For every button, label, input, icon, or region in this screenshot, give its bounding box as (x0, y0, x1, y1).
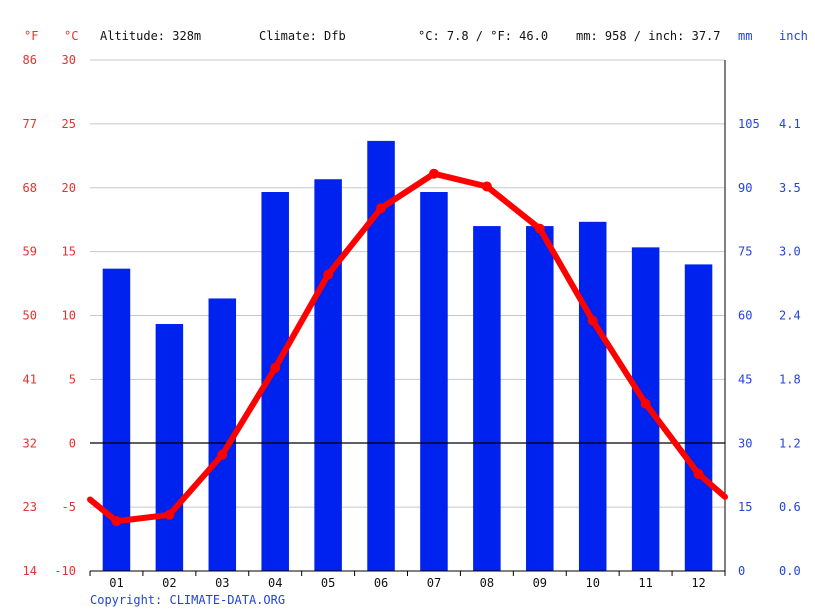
mm-tick-label: 15 (738, 500, 752, 514)
inch-tick-label: 4.1 (779, 117, 801, 131)
mm-tick-label: 60 (738, 309, 752, 323)
x-tick-label: 12 (691, 576, 705, 590)
x-tick-label: 04 (268, 576, 282, 590)
temperature-point (111, 516, 122, 527)
x-tick-label: 11 (638, 576, 652, 590)
header: °F °C Altitude: 328m Climate: Dfb °C: 7.… (24, 29, 808, 43)
average-temperature-label: °C: 7.8 / °F: 46.0 (418, 29, 548, 43)
precipitation-bar (684, 264, 713, 571)
fahrenheit-tick-label: 50 (23, 309, 37, 323)
mm-tick-label: 75 (738, 245, 752, 259)
axis-labels: 01 02 03 04 05 06 07 08 09 10 11 123086257720681559… (23, 53, 801, 590)
copyright-link[interactable]: Copyright: CLIMATE-DATA.ORG (90, 593, 285, 607)
fahrenheit-tick-label: 23 (23, 500, 37, 514)
inch-tick-label: 1.2 (779, 436, 801, 450)
celsius-tick-label: 20 (62, 181, 76, 195)
grid-lines (90, 59, 725, 508)
celsius-tick-label: 30 (62, 53, 76, 67)
x-tick-label: 07 (427, 576, 441, 590)
fahrenheit-tick-label: 86 (23, 53, 37, 67)
inch-tick-label: 3.0 (779, 245, 801, 259)
x-tick-label: 02 (162, 576, 176, 590)
inch-tick-label: 1.8 (779, 372, 801, 386)
fahrenheit-tick-label: 77 (23, 117, 37, 131)
temperature-point (534, 223, 545, 234)
celsius-tick-label: 0 (69, 436, 76, 450)
mm-tick-label: 105 (738, 117, 760, 131)
precipitation-total-label: mm: 958 / inch: 37.7 (576, 29, 721, 43)
temperature-point (217, 449, 228, 460)
climate-label: Climate: Dfb (259, 29, 346, 43)
precipitation-bar (420, 192, 448, 571)
precipitation-bar (314, 179, 342, 571)
celsius-tick-label: 25 (62, 117, 76, 131)
precipitation-bar (578, 221, 607, 572)
celsius-tick-label: -5 (62, 500, 76, 514)
fahrenheit-tick-label: 59 (23, 245, 37, 259)
precipitation-bar (526, 226, 554, 571)
altitude-label: Altitude: 328m (100, 29, 201, 43)
inch-tick-label: 0.0 (779, 564, 801, 578)
x-tick-label: 09 (533, 576, 547, 590)
temperature-point (693, 468, 704, 479)
fahrenheit-unit-label: °F (24, 29, 38, 43)
mm-tick-label: 30 (738, 436, 752, 450)
x-tick-label: 05 (321, 576, 335, 590)
celsius-tick-label: 10 (62, 309, 76, 323)
celsius-tick-label: -10 (54, 564, 76, 578)
mm-unit-label: mm (738, 29, 752, 43)
temperature-point (376, 203, 387, 214)
celsius-tick-label: 15 (62, 245, 76, 259)
precipitation-bar (473, 226, 501, 571)
inch-tick-label: 0.6 (779, 500, 801, 514)
inch-unit-label: inch (779, 29, 808, 43)
x-tick-label: 08 (480, 576, 494, 590)
fahrenheit-tick-label: 32 (23, 436, 37, 450)
x-tick-label: 06 (374, 576, 388, 590)
temperature-point (587, 315, 598, 326)
temperature-point (640, 398, 651, 409)
inch-tick-label: 2.4 (779, 309, 801, 323)
x-tick-label: 10 (585, 576, 599, 590)
celsius-tick-label: 5 (69, 372, 76, 386)
temperature-point (270, 362, 281, 373)
mm-tick-label: 90 (738, 181, 752, 195)
mm-tick-label: 45 (738, 372, 752, 386)
fahrenheit-tick-label: 68 (23, 181, 37, 195)
x-tick-label: 03 (215, 576, 229, 590)
precipitation-bar (155, 324, 184, 571)
fahrenheit-tick-label: 41 (23, 372, 37, 386)
fahrenheit-tick-label: 14 (23, 564, 37, 578)
temperature-point (428, 168, 439, 179)
x-ticks (89, 571, 726, 576)
precipitation-bars (102, 140, 713, 572)
temperature-point (164, 509, 175, 520)
temperature-series-line (87, 170, 728, 525)
x-tick-label: 01 (109, 576, 123, 590)
temperature-line (87, 168, 728, 527)
celsius-unit-label: °C (64, 29, 78, 43)
temperature-point (323, 269, 334, 280)
mm-tick-label: 0 (738, 564, 745, 578)
temperature-point (481, 181, 492, 192)
inch-tick-label: 3.5 (779, 181, 801, 195)
precipitation-bar (631, 247, 660, 571)
